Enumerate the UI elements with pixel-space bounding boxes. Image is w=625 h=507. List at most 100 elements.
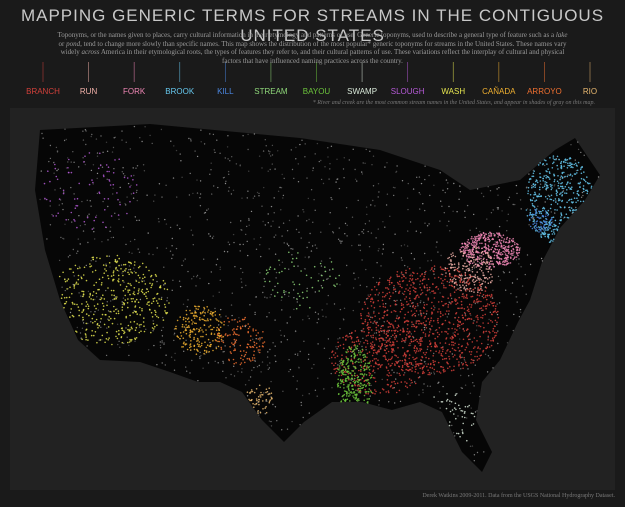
dot xyxy=(577,182,580,185)
legend-label: RUN xyxy=(80,87,98,96)
dot xyxy=(551,184,553,186)
dot xyxy=(572,201,574,203)
dot xyxy=(262,220,264,223)
dot xyxy=(90,311,92,313)
dot xyxy=(530,216,533,219)
dot xyxy=(346,370,349,373)
dot xyxy=(85,279,88,282)
dot xyxy=(299,424,301,426)
dot xyxy=(465,293,468,296)
dot xyxy=(270,420,272,423)
dot xyxy=(82,322,85,324)
dot xyxy=(576,169,579,172)
dot xyxy=(189,330,192,332)
dot xyxy=(460,307,462,310)
dot xyxy=(62,189,65,192)
dot xyxy=(142,277,144,280)
dot xyxy=(106,150,109,152)
dot xyxy=(199,193,202,195)
dot xyxy=(504,261,506,264)
dot xyxy=(345,373,347,376)
dot xyxy=(265,388,268,391)
dot xyxy=(164,282,166,285)
dot xyxy=(187,325,190,327)
dot xyxy=(409,344,412,347)
dot xyxy=(162,279,165,282)
dot xyxy=(193,328,195,330)
dot xyxy=(96,323,99,326)
dot xyxy=(531,186,533,189)
dot xyxy=(297,252,299,254)
dot xyxy=(476,271,479,273)
dot xyxy=(94,320,96,323)
dot xyxy=(138,281,140,284)
dot xyxy=(410,363,413,366)
dot xyxy=(480,192,483,194)
dot xyxy=(367,332,370,334)
dot xyxy=(455,289,458,291)
dot xyxy=(476,325,478,327)
dot xyxy=(542,177,544,180)
dot xyxy=(87,290,90,293)
dot xyxy=(498,260,501,263)
dot xyxy=(441,331,443,333)
dot xyxy=(528,173,530,175)
dot xyxy=(278,259,280,262)
dot xyxy=(348,365,350,367)
dot xyxy=(139,326,141,328)
dot xyxy=(468,310,470,313)
dot xyxy=(386,360,389,362)
dot xyxy=(107,310,110,312)
dot xyxy=(362,337,364,339)
dot xyxy=(437,321,440,324)
dot xyxy=(474,237,477,239)
dot xyxy=(199,327,202,329)
dot xyxy=(70,211,73,214)
dot xyxy=(295,228,298,231)
dot xyxy=(96,303,99,305)
dot xyxy=(474,364,476,366)
dot xyxy=(299,350,301,353)
dot xyxy=(318,273,320,275)
dot xyxy=(274,345,276,347)
dot xyxy=(474,263,477,266)
dot xyxy=(356,336,358,339)
dot xyxy=(506,254,509,257)
dot xyxy=(263,341,266,343)
dot xyxy=(314,209,316,211)
dot xyxy=(491,260,493,263)
dot xyxy=(351,370,353,372)
dot xyxy=(384,356,387,358)
dot xyxy=(496,303,498,305)
dot xyxy=(404,354,406,356)
dot xyxy=(129,240,132,243)
dot xyxy=(576,197,578,199)
dot xyxy=(67,161,69,163)
dot xyxy=(304,256,306,258)
dot xyxy=(269,266,272,269)
dot xyxy=(532,223,534,225)
dot xyxy=(130,326,133,329)
dot xyxy=(230,221,232,224)
dot xyxy=(364,388,367,391)
dot xyxy=(148,253,150,255)
dot xyxy=(187,299,189,301)
dot xyxy=(240,281,243,283)
dot xyxy=(464,314,467,317)
dot xyxy=(418,192,420,194)
dot xyxy=(322,315,324,317)
dot xyxy=(505,238,508,240)
dot xyxy=(422,203,424,205)
dot xyxy=(112,289,115,292)
dot xyxy=(113,317,116,320)
dot xyxy=(106,255,108,257)
dot xyxy=(464,262,466,265)
dot xyxy=(452,356,455,358)
dot xyxy=(392,326,395,328)
dot xyxy=(554,184,556,186)
dot xyxy=(342,398,345,401)
dot xyxy=(334,352,337,354)
dot xyxy=(488,304,491,306)
dot xyxy=(148,349,150,351)
title: MAPPING GENERIC TERMS FOR STREAMS IN THE… xyxy=(20,6,605,45)
